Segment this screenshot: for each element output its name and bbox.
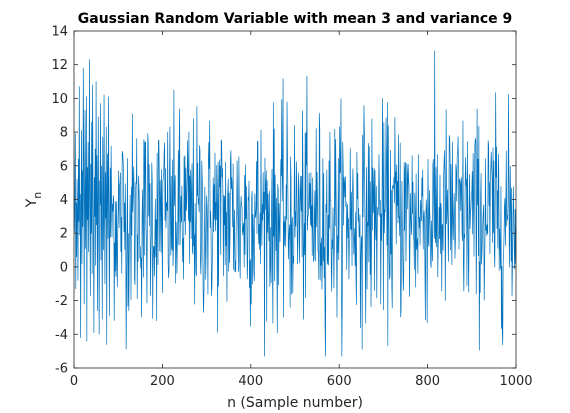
x-tick-label: 1000 xyxy=(499,374,532,389)
x-axis-ticks: 0 200 400 600 800 1000 xyxy=(70,31,533,389)
y-axis-ticks: -6 -4 -2 0 2 4 6 8 10 12 14 xyxy=(51,25,516,377)
y-tick-label: 8 xyxy=(60,126,68,141)
x-tick-label: 200 xyxy=(150,374,175,389)
y-tick-label: 2 xyxy=(60,227,68,242)
y-axis-label-main: Y xyxy=(24,198,40,208)
y-tick-label: 12 xyxy=(51,58,68,73)
y-axis-label: Yn xyxy=(24,192,44,209)
x-axis-label: n (Sample number) xyxy=(227,395,363,411)
y-tick-label: 10 xyxy=(51,92,68,107)
y-axis-label-subscript: n xyxy=(31,192,44,199)
y-tick-label: -4 xyxy=(55,328,68,343)
chart-title: Gaussian Random Variable with mean 3 and… xyxy=(78,11,512,27)
y-tick-label: -6 xyxy=(55,362,68,377)
y-tick-label: -2 xyxy=(55,294,68,309)
plot-area xyxy=(73,30,517,369)
y-tick-label: 6 xyxy=(60,159,68,174)
x-tick-label: 800 xyxy=(415,374,440,389)
series-layer xyxy=(74,50,517,357)
y-tick-label: 14 xyxy=(51,25,68,40)
x-tick-label: 0 xyxy=(70,374,78,389)
x-tick-label: 600 xyxy=(327,374,352,389)
series-line xyxy=(74,50,517,357)
x-tick-label: 400 xyxy=(238,374,263,389)
y-tick-label: 4 xyxy=(60,193,68,208)
y-tick-label: 0 xyxy=(60,260,68,275)
